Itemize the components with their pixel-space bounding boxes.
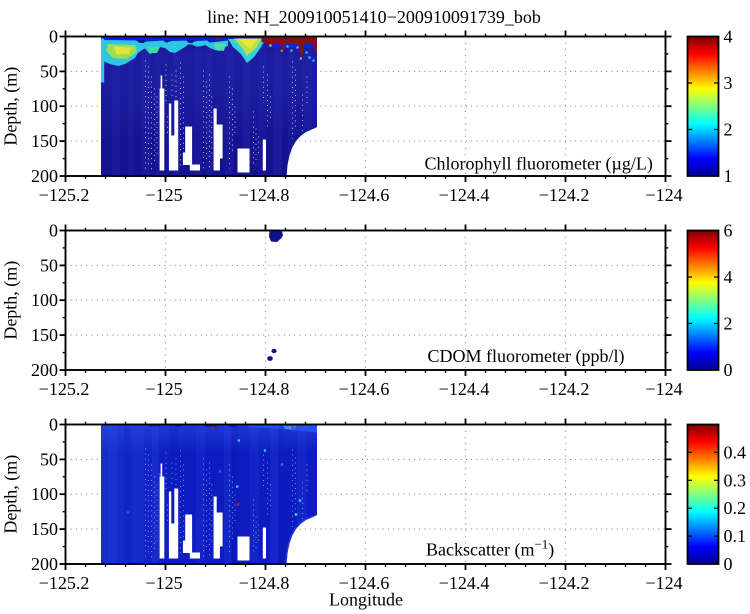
svg-text:0: 0 xyxy=(49,415,58,435)
svg-text:0: 0 xyxy=(49,221,58,241)
svg-text:100: 100 xyxy=(31,484,58,504)
svg-text:−124.4: −124.4 xyxy=(439,573,490,593)
svg-text:0: 0 xyxy=(724,360,733,380)
svg-text:−124.2: −124.2 xyxy=(539,573,590,593)
svg-text:4: 4 xyxy=(724,267,733,287)
svg-text:−125: −125 xyxy=(145,379,182,399)
svg-text:200: 200 xyxy=(31,360,58,380)
svg-text:3: 3 xyxy=(724,73,733,93)
svg-text:−124.4: −124.4 xyxy=(439,379,490,399)
svg-text:−125.2: −125.2 xyxy=(39,379,90,399)
svg-text:0.4: 0.4 xyxy=(724,442,747,462)
svg-text:200: 200 xyxy=(31,554,58,574)
svg-text:Depth, (m): Depth, (m) xyxy=(1,261,22,340)
svg-text:200: 200 xyxy=(31,166,58,186)
svg-text:−124: −124 xyxy=(645,573,682,593)
svg-text:Backscatter (m−1): Backscatter (m−1) xyxy=(426,537,554,561)
svg-text:−124.2: −124.2 xyxy=(539,379,590,399)
svg-text:−125: −125 xyxy=(145,185,182,205)
svg-text:100: 100 xyxy=(31,96,58,116)
svg-text:6: 6 xyxy=(724,221,733,241)
svg-text:0: 0 xyxy=(49,27,58,47)
svg-text:−125.2: −125.2 xyxy=(39,185,90,205)
svg-text:150: 150 xyxy=(31,325,58,345)
svg-text:Depth, (m): Depth, (m) xyxy=(1,455,22,534)
svg-text:CDOM fluorometer (ppb/l): CDOM fluorometer (ppb/l) xyxy=(428,346,625,367)
svg-text:line: NH_200910051410−20091009: line: NH_200910051410−200910091739_bob xyxy=(207,7,541,27)
svg-text:−124.8: −124.8 xyxy=(239,185,290,205)
svg-text:−124.8: −124.8 xyxy=(239,379,290,399)
svg-text:1: 1 xyxy=(724,166,733,186)
svg-text:0.2: 0.2 xyxy=(724,498,747,518)
svg-text:150: 150 xyxy=(31,131,58,151)
svg-text:0.3: 0.3 xyxy=(724,470,747,490)
svg-text:Chlorophyll fluorometer (µg/L): Chlorophyll fluorometer (µg/L) xyxy=(425,154,653,175)
svg-text:Depth, (m): Depth, (m) xyxy=(1,67,22,146)
svg-text:Longitude: Longitude xyxy=(329,590,403,610)
svg-text:−125.2: −125.2 xyxy=(39,573,90,593)
svg-text:0.1: 0.1 xyxy=(724,526,747,546)
svg-text:2: 2 xyxy=(724,120,733,140)
svg-text:0: 0 xyxy=(724,554,733,574)
svg-text:50: 50 xyxy=(40,449,58,469)
svg-text:−124: −124 xyxy=(645,185,682,205)
svg-text:−124.8: −124.8 xyxy=(239,573,290,593)
svg-text:−124.6: −124.6 xyxy=(339,379,390,399)
svg-text:2: 2 xyxy=(724,314,733,334)
svg-text:150: 150 xyxy=(31,519,58,539)
svg-text:50: 50 xyxy=(40,61,58,81)
svg-text:−124.4: −124.4 xyxy=(439,185,490,205)
svg-text:−124.2: −124.2 xyxy=(539,185,590,205)
svg-text:−125: −125 xyxy=(145,573,182,593)
svg-text:4: 4 xyxy=(724,27,733,47)
svg-text:−124.6: −124.6 xyxy=(339,573,390,593)
svg-text:−124.6: −124.6 xyxy=(339,185,390,205)
svg-text:50: 50 xyxy=(40,255,58,275)
svg-text:100: 100 xyxy=(31,290,58,310)
svg-text:−124: −124 xyxy=(645,379,682,399)
